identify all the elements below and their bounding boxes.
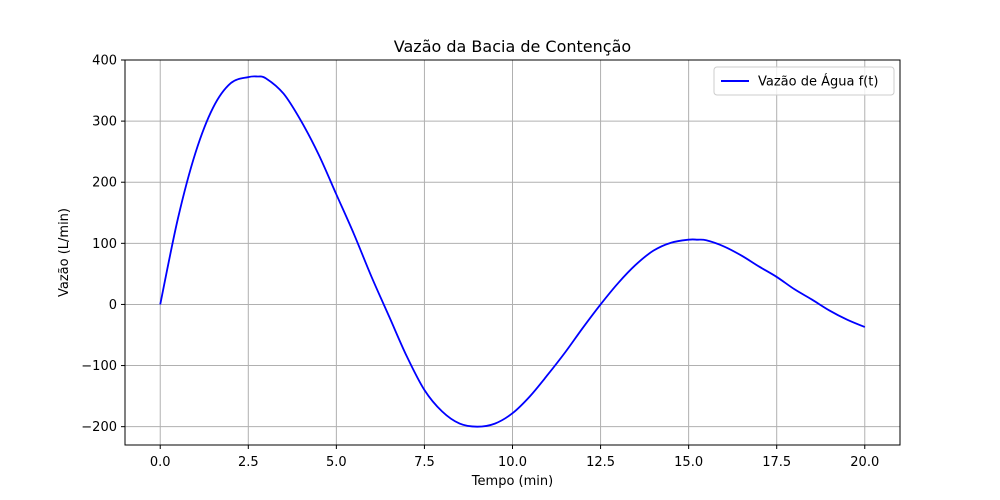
x-tick-label: 15.0 <box>674 455 703 470</box>
x-tick-label: 20.0 <box>850 455 879 470</box>
y-axis-label: Vazão (L/min) <box>57 208 72 297</box>
y-tick-label: 300 <box>92 115 117 130</box>
legend-label: Vazão de Água f(t) <box>758 74 878 90</box>
x-tick-label: 5.0 <box>326 455 347 470</box>
x-tick-label: 2.5 <box>238 455 259 470</box>
y-axis-ticks: −200 −100 0 100 200 300 400 <box>81 54 125 435</box>
x-axis-label: Tempo (min) <box>471 474 553 489</box>
y-tick-label: −100 <box>81 359 117 374</box>
y-tick-label: 200 <box>92 176 117 191</box>
series-line <box>159 75 866 428</box>
y-tick-label: 400 <box>92 54 117 69</box>
x-tick-label: 10.0 <box>498 455 527 470</box>
x-tick-label: 0.0 <box>150 455 171 470</box>
grid <box>125 59 900 445</box>
legend-box <box>713 66 895 96</box>
chart-title: Vazão da Bacia de Contenção <box>394 37 631 56</box>
x-axis-ticks: 0.0 2.5 5.0 7.5 10.0 12.5 15.0 17.5 20.0 <box>150 445 879 470</box>
y-tick-label: 100 <box>92 237 117 252</box>
y-tick-label: −200 <box>81 420 117 435</box>
x-tick-label: 12.5 <box>586 455 615 470</box>
x-tick-label: 17.5 <box>762 455 791 470</box>
plot-lines <box>159 75 866 428</box>
y-tick-label: 0 <box>109 298 117 313</box>
x-tick-label: 7.5 <box>414 455 435 470</box>
legend: Vazão de Água f(t) <box>713 66 895 96</box>
